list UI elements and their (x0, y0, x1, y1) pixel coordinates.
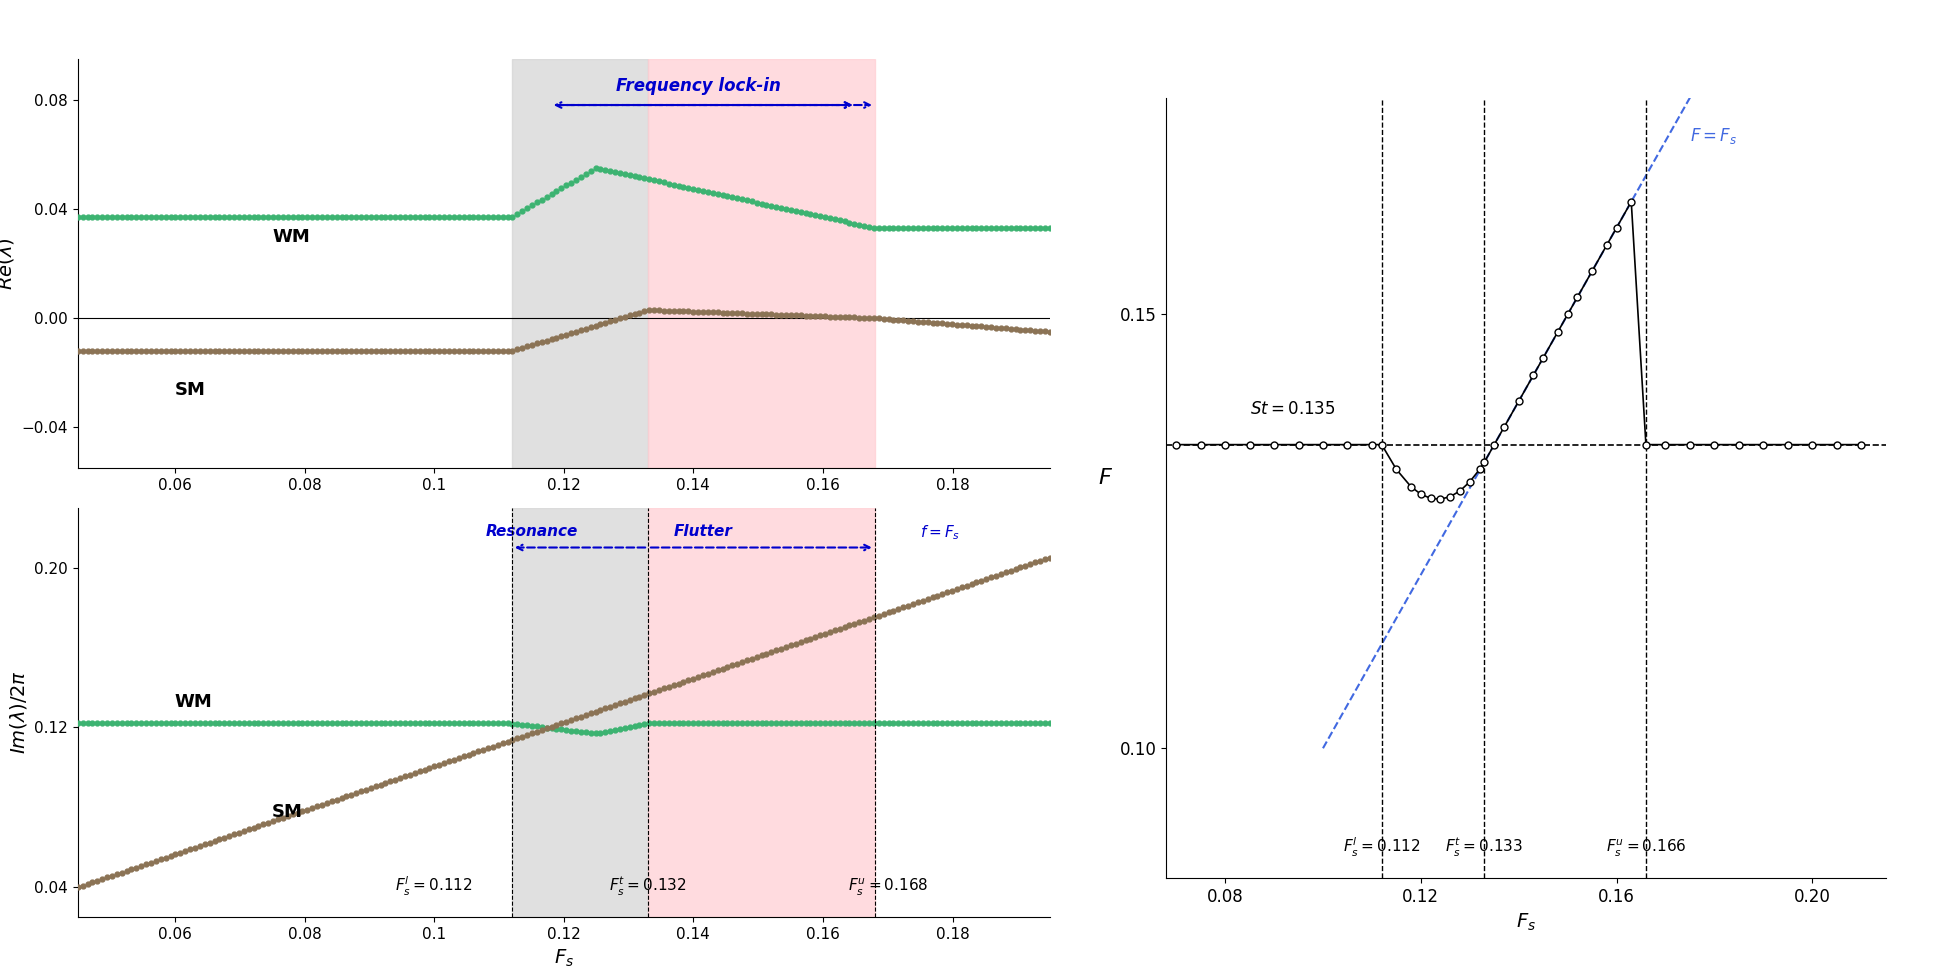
Y-axis label: $F$: $F$ (1098, 468, 1114, 488)
Text: $F_s^t = 0.133$: $F_s^t = 0.133$ (1446, 835, 1524, 859)
Text: $F_s^t = 0.132$: $F_s^t = 0.132$ (608, 874, 686, 898)
Y-axis label: $Im(\lambda)/2\pi$: $Im(\lambda)/2\pi$ (8, 671, 29, 754)
Bar (511, 59, 647, 468)
Text: Flutter: Flutter (675, 523, 733, 539)
Text: WM: WM (272, 227, 309, 246)
X-axis label: $F_s$: $F_s$ (1516, 912, 1536, 933)
Text: $F_s^l = 0.112$: $F_s^l = 0.112$ (1343, 835, 1421, 859)
Text: $St = 0.135$: $St = 0.135$ (1250, 400, 1336, 419)
Text: $F_s^u = 0.166$: $F_s^u = 0.166$ (1606, 837, 1685, 859)
Text: SM: SM (175, 381, 206, 398)
Text: SM: SM (272, 803, 303, 822)
Y-axis label: $Re(\lambda)$: $Re(\lambda)$ (0, 237, 16, 290)
Text: WM: WM (175, 694, 212, 712)
Bar (647, 508, 875, 917)
Bar (511, 508, 647, 917)
Text: Resonance: Resonance (486, 523, 579, 539)
Text: $F_s^u = 0.168$: $F_s^u = 0.168$ (848, 876, 927, 898)
Bar (647, 59, 875, 468)
Text: $f = F_s$: $f = F_s$ (920, 523, 960, 543)
Text: Frequency lock-in: Frequency lock-in (616, 77, 780, 96)
Text: $F = F_s$: $F = F_s$ (1689, 126, 1738, 146)
Text: $F_s^l = 0.112$: $F_s^l = 0.112$ (395, 874, 472, 898)
X-axis label: $F_s$: $F_s$ (554, 948, 573, 969)
